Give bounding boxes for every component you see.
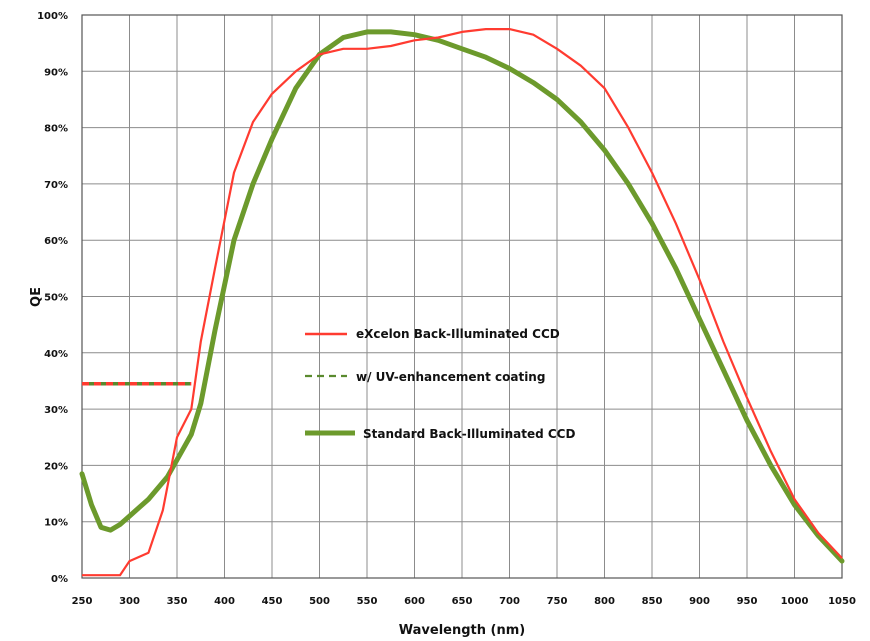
y-tick-label: 50%	[44, 293, 68, 304]
plot-frame	[81, 14, 843, 579]
x-tick-label: 550	[357, 596, 378, 607]
legend-label-standard: Standard Back-Illuminated CCD	[363, 427, 575, 441]
x-tick-label: 600	[404, 596, 425, 607]
x-tick-label: 950	[737, 596, 758, 607]
y-tick-label: 70%	[44, 180, 68, 191]
y-tick-label: 100%	[37, 11, 68, 22]
x-tick-label: 500	[309, 596, 330, 607]
x-tick-label: 800	[594, 596, 615, 607]
x-tick-label: 300	[119, 596, 140, 607]
x-tick-label: 450	[262, 596, 283, 607]
x-tick-label: 1000	[781, 596, 809, 607]
x-axis-title: Wavelength (nm)	[399, 623, 525, 638]
y-tick-label: 0%	[51, 574, 68, 585]
y-tick-label: 10%	[44, 518, 68, 529]
x-tick-labels: 250 300 350 400 450 500 550 600 650 700 750 800 850 9…	[72, 596, 856, 607]
legend: eXcelon Back-Illuminated CCD w/ UV-enhan…	[305, 327, 575, 441]
x-tick-label: 250	[72, 596, 93, 607]
y-tick-label: 20%	[44, 461, 68, 472]
legend-label-uv-coating: w/ UV-enhancement coating	[356, 370, 545, 384]
x-tick-label: 700	[499, 596, 520, 607]
x-tick-label: 750	[547, 596, 568, 607]
y-axis-title: QE	[29, 287, 44, 307]
x-tick-label: 900	[689, 596, 710, 607]
y-tick-labels: 0% 10% 20% 30% 40% 50% 60% 70% 80% 90% 100%	[37, 11, 68, 585]
y-tick-label: 60%	[44, 236, 68, 247]
series-line-excelon	[82, 28, 843, 577]
series-line-standard	[79, 29, 845, 564]
y-tick-label: 30%	[44, 405, 68, 416]
x-tick-label: 650	[452, 596, 473, 607]
x-tick-label: 350	[167, 596, 188, 607]
x-tick-label: 1050	[828, 596, 856, 607]
y-tick-label: 90%	[44, 67, 68, 78]
y-tick-label: 40%	[44, 349, 68, 360]
x-tick-label: 850	[642, 596, 663, 607]
series-lines	[79, 28, 845, 577]
y-tick-label: 80%	[44, 124, 68, 135]
legend-label-excelon: eXcelon Back-Illuminated CCD	[356, 327, 560, 341]
x-tick-label: 400	[214, 596, 235, 607]
